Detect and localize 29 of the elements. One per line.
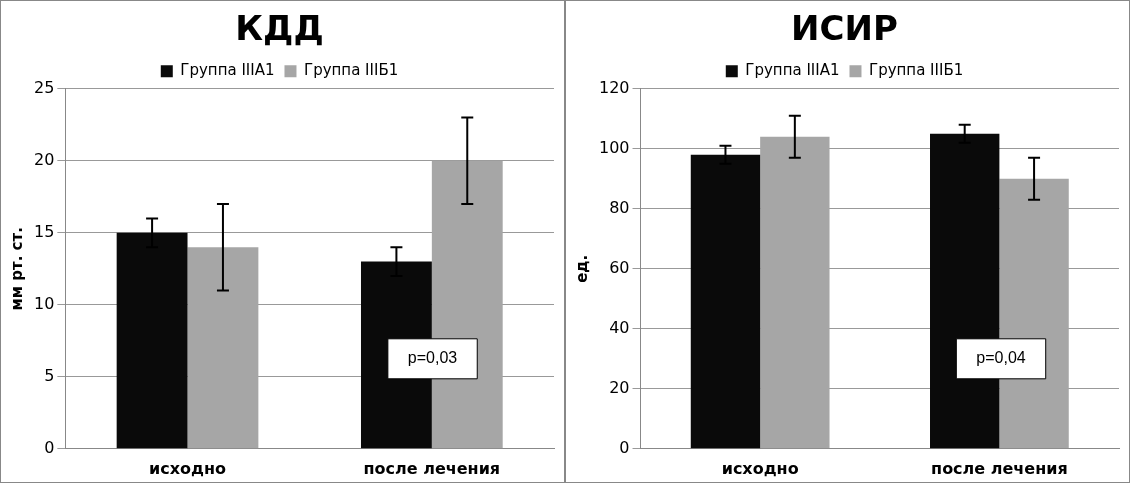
y-tick-label: 0 <box>44 437 55 457</box>
x-tick-label: исходно <box>149 458 227 478</box>
x-tick-label: после лечения <box>363 458 501 478</box>
legend-label: Группа IIIА1 <box>180 61 275 80</box>
y-tick-label: 20 <box>34 149 55 169</box>
y-tick-label: 60 <box>609 257 630 277</box>
legend-label: Группа IIIБ1 <box>868 61 964 80</box>
y-tick-label: 40 <box>609 317 630 337</box>
y-tick-label: 0 <box>619 437 630 457</box>
y-tick-label: 80 <box>609 197 630 217</box>
y-tick-label: 5 <box>44 365 55 385</box>
y-tick-label: 15 <box>34 221 55 241</box>
y-axis-title: мм рт. ст. <box>7 227 26 311</box>
annotation: p=0,03 <box>407 349 458 367</box>
legend-label: Группа IIIА1 <box>745 61 840 80</box>
chart-title: ИСИР <box>791 8 898 49</box>
y-tick-label: 25 <box>34 77 55 97</box>
x-tick-label: исходно <box>721 458 799 478</box>
chart-title: КДД <box>235 8 324 49</box>
y-tick-label: 10 <box>34 293 55 313</box>
y-tick-label: 100 <box>598 137 630 157</box>
annotation: p=0,04 <box>976 349 1026 367</box>
y-tick-label: 20 <box>609 377 630 397</box>
y-tick-label: 120 <box>598 77 630 97</box>
y-axis-title: ед. <box>572 254 591 283</box>
bar <box>760 136 830 449</box>
bar <box>187 247 259 449</box>
legend-label: Группа IIIБ1 <box>303 61 399 80</box>
x-tick-label: после лечения <box>931 458 1068 478</box>
